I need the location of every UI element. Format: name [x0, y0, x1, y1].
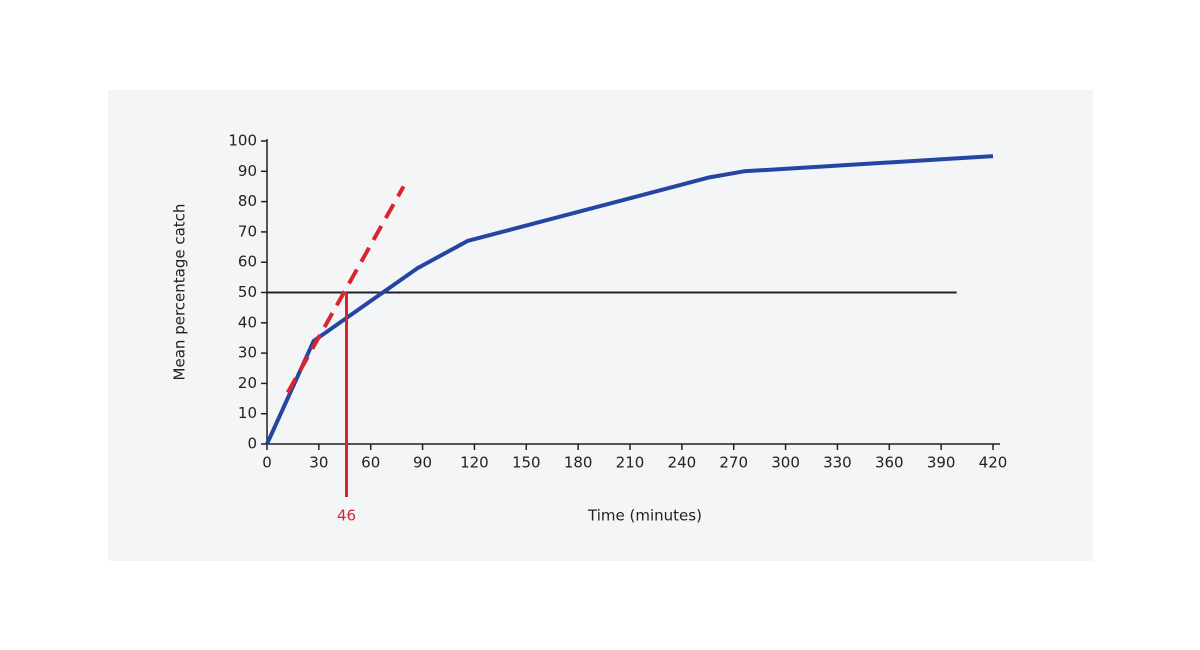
x-tick-label: 360 — [875, 454, 904, 472]
y-tick-label: 90 — [238, 162, 257, 180]
y-tick-label: 70 — [238, 222, 257, 240]
y-tick-label: 100 — [228, 132, 257, 150]
x-axis-label: Time (minutes) — [587, 507, 702, 525]
y-tick-label: 10 — [238, 404, 257, 422]
dashed-line — [285, 185, 406, 394]
x-tick-label: 240 — [668, 454, 697, 472]
series-line — [265, 154, 994, 445]
chart-panel — [108, 90, 1093, 561]
y-tick-label: 60 — [238, 253, 257, 271]
x-tick-label: 210 — [616, 454, 645, 472]
x-tick-label: 300 — [771, 454, 800, 472]
y-tick-label: 30 — [238, 344, 257, 362]
y-tick-label: 0 — [247, 435, 257, 453]
marker-label: 46 — [337, 507, 356, 525]
y-tick-label: 20 — [238, 374, 257, 392]
x-tick-label: 150 — [512, 454, 541, 472]
x-tick-label: 120 — [460, 454, 489, 472]
x-tick-label: 0 — [262, 454, 272, 472]
x-tick-label: 30 — [309, 454, 328, 472]
y-tick-label: 80 — [238, 192, 257, 210]
y-tick-label: 40 — [238, 313, 257, 331]
y-axis-label: Mean percentage catch — [171, 204, 189, 381]
x-tick-label: 330 — [823, 454, 852, 472]
x-tick-label: 390 — [927, 454, 956, 472]
x-tick-label: 270 — [719, 454, 748, 472]
x-tick-label: 180 — [564, 454, 593, 472]
x-tick-label: 60 — [361, 454, 380, 472]
x-tick-label: 420 — [979, 454, 1008, 472]
x-tick-label: 90 — [413, 454, 432, 472]
y-tick-label: 50 — [238, 283, 257, 301]
